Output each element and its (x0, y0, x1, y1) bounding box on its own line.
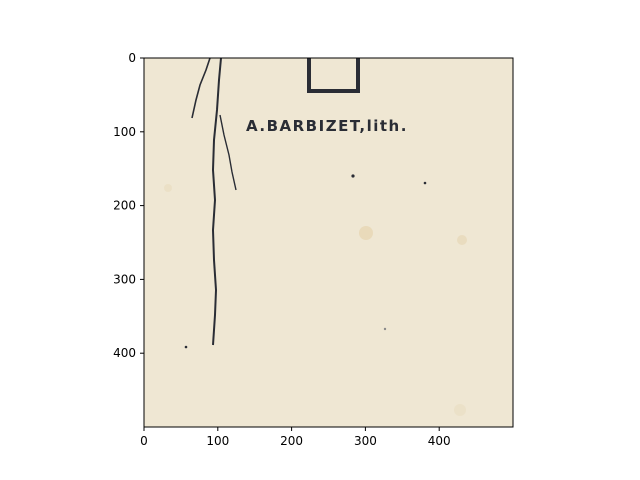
paper-stain (457, 235, 467, 245)
x-tick-label: 300 (354, 434, 377, 448)
y-tick-label: 300 (113, 272, 136, 286)
y-tick-label: 200 (113, 199, 136, 213)
image-panel: A.BARBIZET,lith. (144, 58, 513, 427)
x-tick-label: 200 (280, 434, 303, 448)
ink-dot (351, 174, 355, 178)
paper-stain (359, 226, 373, 240)
x-tick-label: 0 (140, 434, 148, 448)
axes-frame (143, 57, 514, 428)
y-tick-label: 400 (113, 346, 136, 360)
x-tick-label: 400 (428, 434, 451, 448)
y-axis: 0 100 200 300 400 (113, 51, 144, 360)
paper-background (144, 58, 513, 427)
y-tick-label: 0 (128, 51, 136, 65)
paper-stain (454, 404, 466, 416)
ink-dot (383, 327, 387, 331)
ink-dot (423, 181, 427, 185)
vertical-line-drawing (211, 58, 222, 346)
left-stroke-drawing (191, 58, 211, 119)
x-tick-label: 100 (206, 434, 229, 448)
box-frame-drawing (307, 58, 360, 93)
lithographer-inscription: A.BARBIZET,lith. (246, 117, 408, 135)
paper-stain (164, 184, 172, 192)
hatching-drawing (219, 114, 237, 191)
y-tick-label: 100 (113, 125, 136, 139)
x-axis: 0 100 200 300 400 (140, 427, 451, 448)
ink-dot (184, 345, 188, 349)
